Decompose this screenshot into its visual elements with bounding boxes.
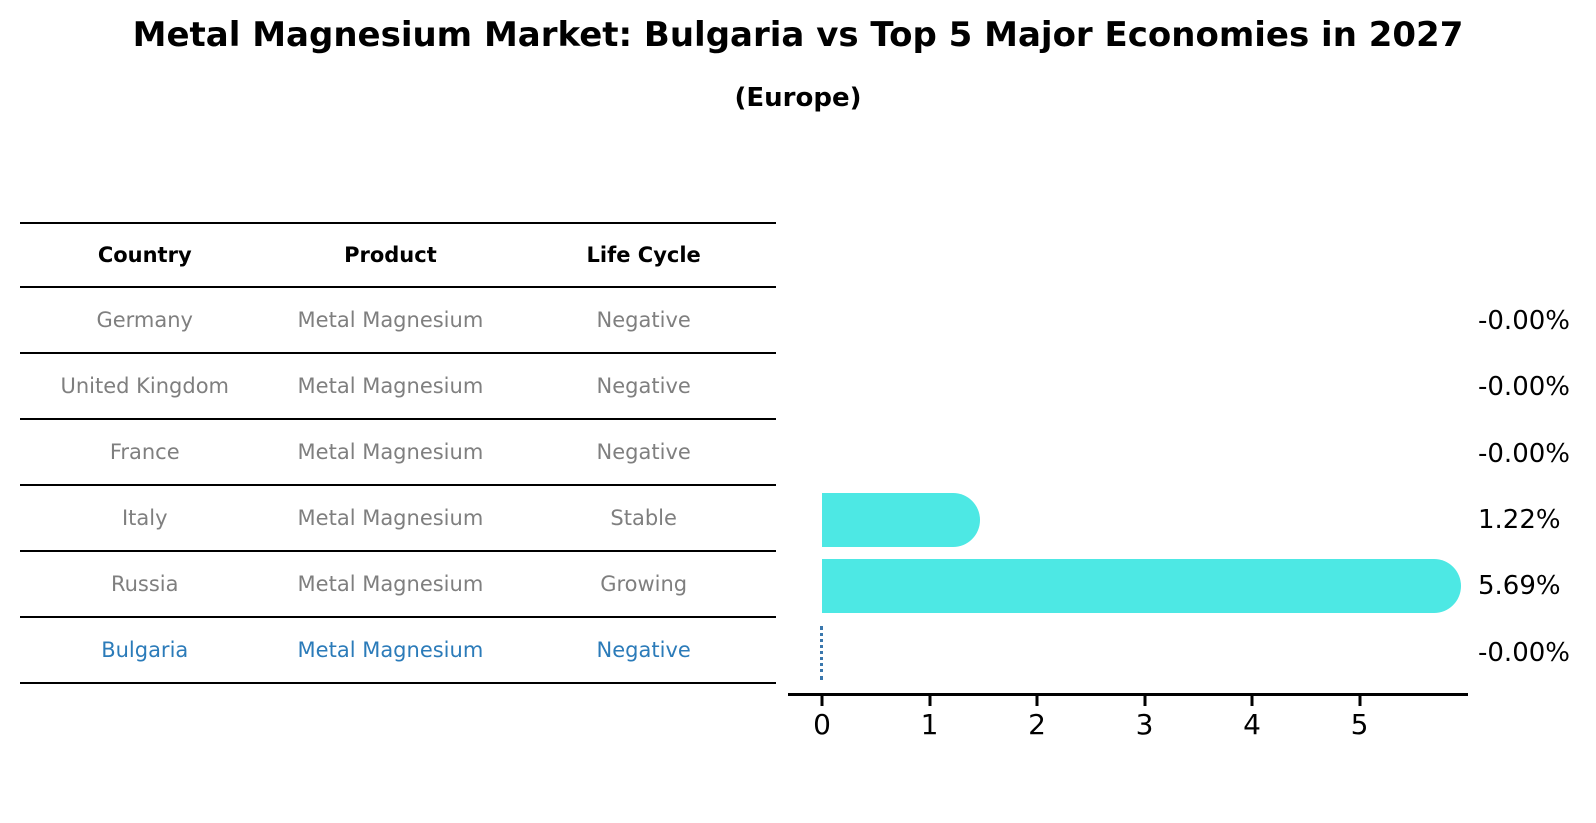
cell-product: Metal Magnesium [297, 572, 484, 596]
x-axis-tick [1358, 696, 1361, 706]
cell-country: Bulgaria [101, 638, 189, 662]
cell-lifecycle: Negative [596, 308, 691, 332]
cell-lifecycle: Growing [600, 572, 688, 596]
cell-lifecycle: Negative [596, 374, 691, 398]
table-row-germany: Germany Metal Magnesium Negative [20, 288, 776, 354]
table-header-row: Country Product Life Cycle [20, 222, 776, 288]
x-axis-tick [928, 696, 931, 706]
table-row-france: France Metal Magnesium Negative [20, 420, 776, 486]
x-axis-tick-label: 0 [813, 708, 831, 741]
x-axis-tick [1035, 696, 1039, 706]
x-axis-tick [1143, 696, 1146, 706]
x-axis-tick-label: 1 [920, 708, 939, 741]
value-label-united-kingdom: -0.00% [1478, 372, 1570, 402]
x-axis-tick-label: 3 [1135, 708, 1154, 741]
value-label-france: -0.00% [1478, 439, 1570, 469]
cell-product: Metal Magnesium [297, 506, 484, 530]
value-label-italy: 1.22% [1478, 505, 1561, 535]
cell-product: Metal Magnesium [297, 440, 484, 464]
cell-product: Metal Magnesium [297, 374, 484, 398]
cell-country: Italy [121, 506, 168, 530]
column-header-lifecycle: Life Cycle [586, 243, 701, 267]
chart-subtitle: (Europe) [734, 83, 862, 113]
cell-lifecycle: Negative [596, 440, 691, 464]
column-header-country: Country [97, 243, 192, 267]
value-label-bulgaria: -0.00% [1478, 638, 1570, 668]
x-axis-tick-label: 5 [1350, 708, 1369, 741]
table-row-italy: Italy Metal Magnesium Stable [20, 486, 776, 552]
cell-product: Metal Magnesium [297, 308, 484, 332]
value-label-russia: 5.69% [1478, 571, 1561, 601]
cell-lifecycle: Negative [596, 638, 691, 662]
cell-country: Germany [96, 308, 193, 332]
table-row-united-kingdom: United Kingdom Metal Magnesium Negative [20, 354, 776, 420]
cell-country: United Kingdom [60, 374, 230, 398]
table-row-russia: Russia Metal Magnesium Growing [20, 552, 776, 618]
comparison-table: Country Product Life Cycle Germany Metal… [20, 222, 776, 684]
cell-lifecycle: Stable [610, 506, 677, 530]
cell-country: France [109, 440, 180, 464]
chart-title: Metal Magnesium Market: Bulgaria vs Top … [132, 15, 1464, 55]
x-axis-tick [820, 696, 824, 706]
bar-russia [822, 559, 1461, 613]
column-header-product: Product [344, 243, 437, 267]
cell-country: Russia [110, 572, 179, 596]
x-axis-tick [1250, 696, 1254, 706]
cell-product: Metal Magnesium [297, 638, 484, 662]
x-axis-tick-label: 2 [1028, 708, 1046, 741]
x-axis-tick-label: 4 [1243, 708, 1261, 741]
table-row-bulgaria: Bulgaria Metal Magnesium Negative [20, 618, 776, 684]
value-label-germany: -0.00% [1478, 306, 1570, 336]
x-axis-line [788, 693, 1468, 696]
bulgaria-zero-marker-dotted-line [820, 626, 823, 680]
bar-italy [822, 493, 981, 547]
